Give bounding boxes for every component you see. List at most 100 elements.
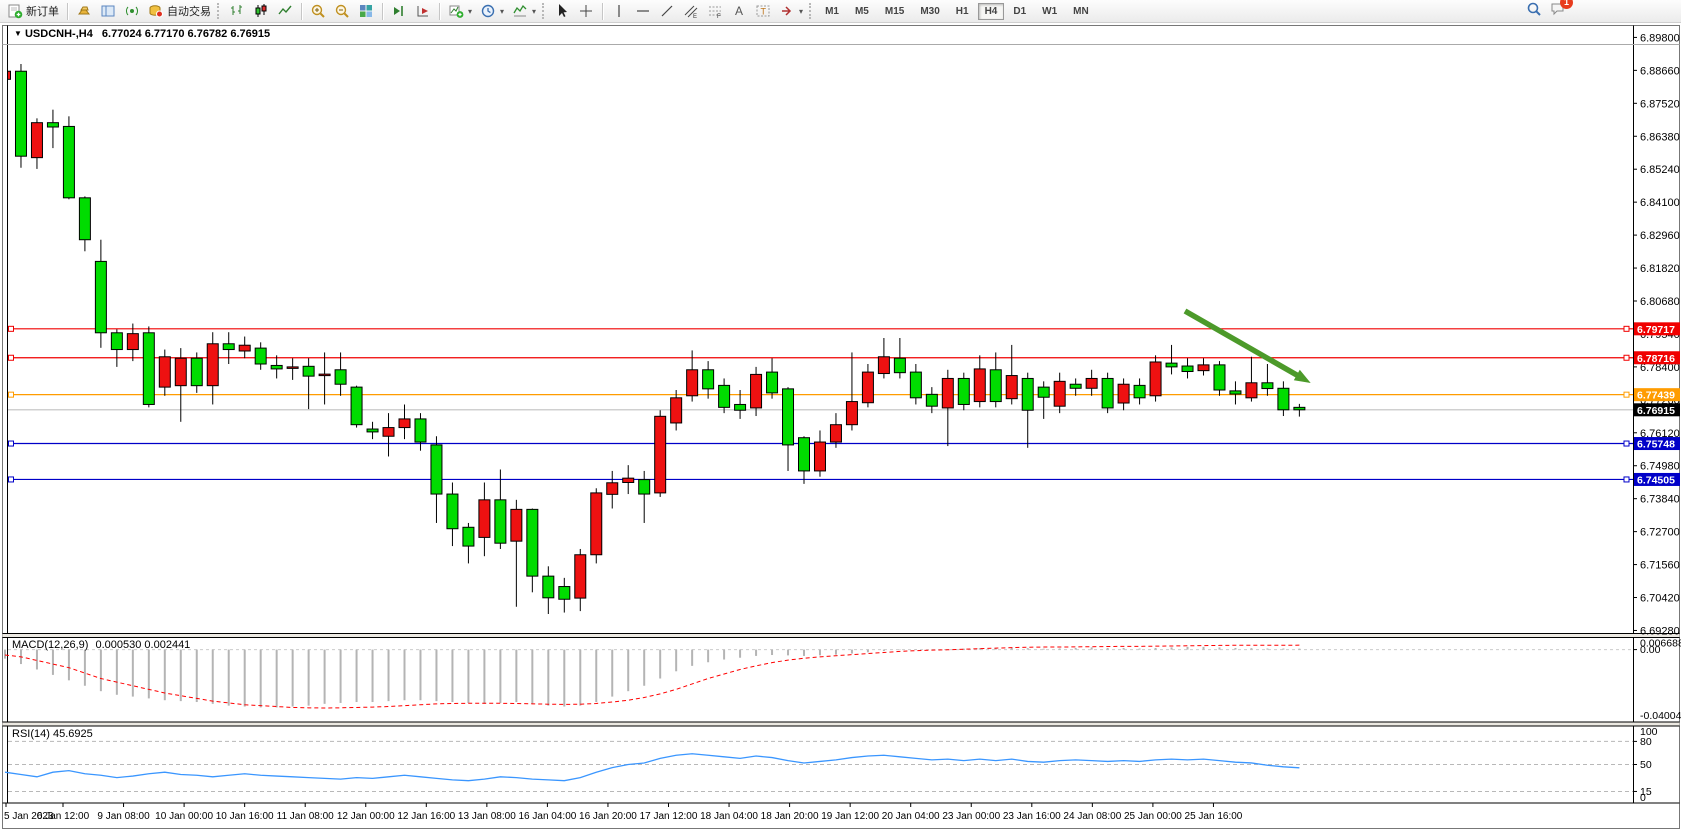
trend-arrow-head[interactable] — [1293, 369, 1311, 383]
zoom-in-button[interactable] — [306, 0, 330, 22]
chart-area[interactable]: 6.89800 6.88660 6.87520 6.86380 6.85240 6.841… — [0, 24, 1681, 830]
line-handle[interactable] — [1623, 325, 1630, 332]
shift-end-button[interactable] — [387, 0, 411, 22]
candle-body — [142, 332, 155, 405]
candle — [430, 436, 443, 523]
timeframe-mn-button[interactable]: MN — [1073, 5, 1089, 17]
hline-button[interactable] — [631, 0, 655, 22]
line-handle[interactable] — [8, 354, 14, 361]
toolbar-separator — [67, 2, 68, 20]
candle — [366, 421, 379, 440]
autotrade-button[interactable]: 自动交易 — [144, 0, 215, 22]
gold-button[interactable] — [72, 0, 96, 22]
notification-badge: 1 — [1560, 0, 1573, 9]
chevron-down-icon[interactable]: ▾ — [799, 6, 804, 16]
signals-button[interactable] — [120, 0, 144, 22]
timeframe-w1-button[interactable]: W1 — [1042, 5, 1058, 17]
line-handle[interactable] — [8, 391, 14, 398]
period-button[interactable]: ▾ — [476, 0, 508, 22]
timeframe-d1-button[interactable]: D1 — [1013, 5, 1027, 17]
timeframe-m5-button[interactable]: M5 — [854, 5, 869, 17]
navigator-button[interactable] — [96, 0, 120, 22]
price-level-badge-label: 6.79717 — [1637, 324, 1675, 336]
candle-body — [829, 424, 842, 443]
line-handle[interactable] — [1623, 391, 1630, 398]
toolbar-separator — [382, 2, 383, 20]
tile-windows-button[interactable] — [354, 0, 378, 22]
new-order-button[interactable]: 新订单 — [3, 0, 63, 22]
timeframe-m30-button[interactable]: M30 — [920, 5, 940, 17]
candle — [782, 387, 795, 471]
new-chart-button[interactable]: ▾ — [444, 0, 476, 22]
candle — [206, 332, 219, 405]
crosshair-button[interactable] — [574, 0, 598, 22]
line-handle[interactable] — [8, 440, 14, 447]
price-level-badge — [1634, 403, 1680, 417]
line-handle[interactable] — [1623, 440, 1630, 447]
candle-body — [190, 357, 203, 387]
candle — [462, 522, 475, 564]
price-tick-label: 6.81820 — [1640, 263, 1680, 275]
zoom-out-button[interactable] — [330, 0, 354, 22]
candle-body — [973, 368, 986, 403]
vline-icon — [618, 5, 620, 17]
candle — [494, 469, 507, 549]
cursor-button[interactable] — [550, 0, 574, 22]
timeframe-m1-button[interactable]: M1 — [825, 5, 839, 17]
chevron-down-icon[interactable]: ▾ — [468, 6, 473, 16]
vline-button[interactable] — [607, 0, 631, 22]
auto-scroll-button[interactable] — [411, 0, 435, 22]
candle — [46, 109, 59, 149]
bar-chart-button[interactable] — [225, 0, 249, 22]
fibonacci-button[interactable]: F — [703, 0, 727, 22]
trend-arrow[interactable] — [1183, 308, 1311, 383]
candle-chart-button[interactable] — [249, 0, 273, 22]
chevron-down-icon[interactable]: ▾ — [532, 6, 537, 16]
textlabel-button[interactable]: T — [751, 0, 775, 22]
candle-body — [989, 369, 1002, 403]
time-tick-label: 10 Jan 16:00 — [216, 811, 274, 822]
panel-splitter[interactable] — [2, 633, 1680, 638]
candle — [190, 352, 203, 393]
timeframe-h4-button[interactable]: H4 — [977, 2, 1005, 20]
candle-body — [158, 356, 171, 388]
candle-body — [845, 401, 858, 426]
candle — [925, 387, 938, 414]
price-axis[interactable]: 6.89800 6.88660 6.87520 6.86380 6.85240 6.841… — [1633, 32, 1680, 637]
candle — [1229, 381, 1242, 405]
search-button[interactable] — [1526, 1, 1542, 22]
timeframe-m15-button[interactable]: M15 — [884, 5, 905, 17]
candle — [654, 410, 667, 497]
candle — [270, 355, 283, 379]
candle — [8, 70, 11, 80]
candle — [222, 332, 235, 364]
line-chart-button[interactable] — [273, 0, 297, 22]
candle-body — [110, 332, 123, 351]
chevron-down-icon[interactable]: ▾ — [500, 6, 505, 16]
time-tick-label: 9 Jan 08:00 — [97, 811, 150, 822]
candle — [238, 336, 251, 359]
line-handle[interactable] — [8, 325, 14, 332]
panel-splitter[interactable] — [2, 722, 1680, 726]
candle — [957, 372, 970, 411]
text-button[interactable]: A — [727, 0, 751, 22]
arrows-button[interactable]: ▾ — [775, 0, 807, 22]
indicators-button[interactable]: ▾ — [508, 0, 540, 22]
line-handle[interactable] — [1623, 476, 1630, 483]
timeframe-h1-button[interactable]: H1 — [955, 5, 969, 17]
price-level-badge — [1634, 472, 1680, 486]
candle — [1021, 372, 1034, 448]
candle-body — [654, 415, 667, 494]
chat-button[interactable]: 1 — [1550, 0, 1573, 22]
candle-body — [270, 364, 283, 370]
line-handle[interactable] — [8, 476, 14, 483]
trendline-button[interactable] — [655, 0, 679, 22]
trend-arrow-line[interactable] — [1183, 308, 1304, 381]
channel-button[interactable]: E — [679, 0, 703, 22]
candle-body — [398, 418, 411, 429]
line-handle[interactable] — [1623, 354, 1630, 361]
new-order-icon — [8, 4, 23, 19]
time-tick-label: 24 Jan 08:00 — [1063, 811, 1121, 822]
